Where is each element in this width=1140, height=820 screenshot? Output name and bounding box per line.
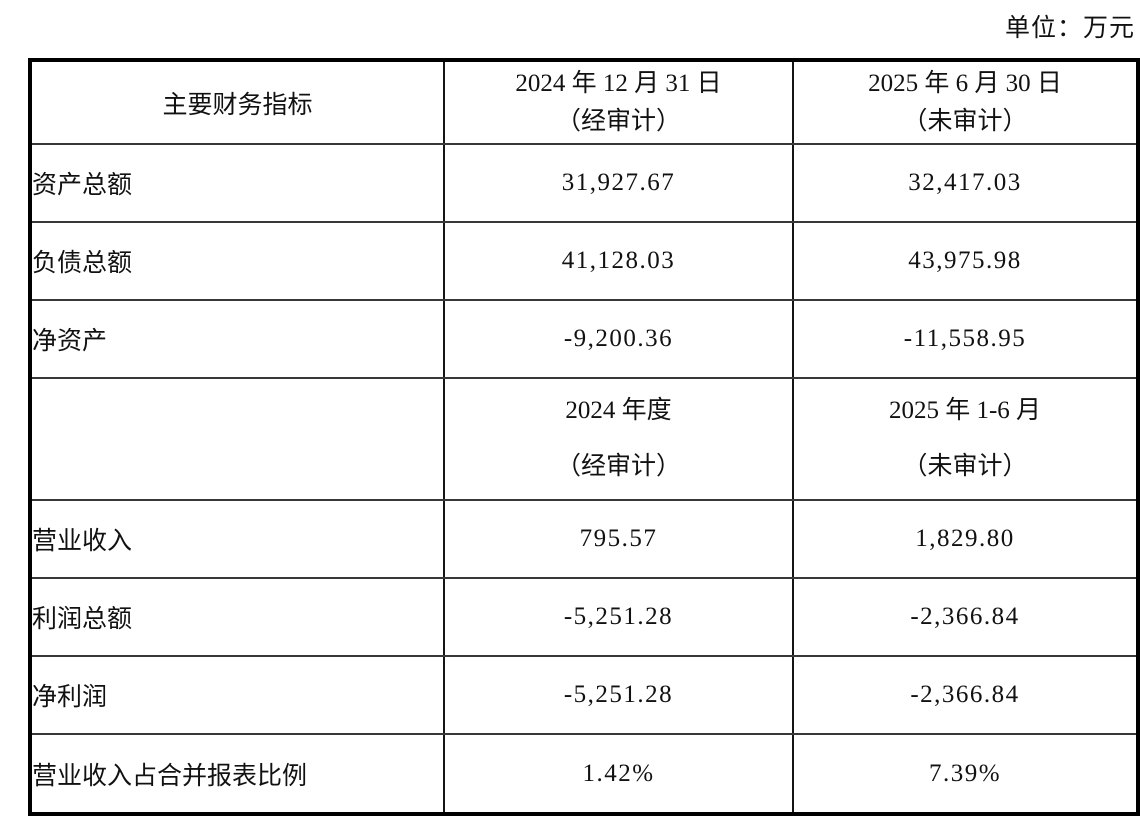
- cell-2025: 7.39%: [792, 733, 1139, 815]
- mid-header-col-2024: 2024 年度 （经审计）: [443, 377, 794, 501]
- mid-header-col-2025: 2025 年 1-6 月 （未审计）: [792, 377, 1139, 501]
- row-label: 净利润: [29, 655, 445, 735]
- mid-header-2025-period: 2025 年 1-6 月: [888, 397, 1042, 424]
- table-row-total-assets: 资产总额 31,927.67 32,417.03: [29, 143, 1139, 223]
- table-row-total-liabilities: 负债总额 41,128.03 43,975.98: [29, 221, 1139, 301]
- cell-2025: -2,366.84: [792, 655, 1139, 735]
- cell-2025: 1,829.80: [792, 499, 1139, 579]
- header-col-2024-date: 2024 年 12 月 31 日: [515, 69, 722, 97]
- cell-2024: 795.57: [443, 499, 794, 579]
- cell-2025: 43,975.98: [792, 221, 1139, 301]
- table-header-row: 主要财务指标 2024 年 12 月 31 日 （经审计） 2025 年 6 月…: [29, 59, 1139, 145]
- row-label: 净资产: [29, 299, 445, 379]
- header-col-2025-audit: （未审计）: [902, 107, 1028, 135]
- financial-indicators-table: 主要财务指标 2024 年 12 月 31 日 （经审计） 2025 年 6 月…: [28, 58, 1140, 816]
- cell-2024: -5,251.28: [443, 577, 794, 657]
- header-col-2025-date: 2025 年 6 月 30 日: [868, 69, 1062, 97]
- table-row-total-profit: 利润总额 -5,251.28 -2,366.84: [29, 577, 1139, 657]
- table-row-net-assets: 净资产 -9,200.36 -11,558.95: [29, 299, 1139, 379]
- cell-2025: 32,417.03: [792, 143, 1139, 223]
- header-col-2024-audit: （经审计）: [555, 107, 681, 135]
- cell-2025: -2,366.84: [792, 577, 1139, 657]
- cell-2025: -11,558.95: [792, 299, 1139, 379]
- mid-header-2024-audit: （经审计）: [555, 453, 681, 480]
- table-row-net-profit: 净利润 -5,251.28 -2,366.84: [29, 655, 1139, 735]
- table-mid-header-row: 2024 年度 （经审计） 2025 年 1-6 月 （未审计）: [29, 377, 1139, 501]
- cell-2024: 41,128.03: [443, 221, 794, 301]
- row-label: 营业收入: [29, 499, 445, 579]
- header-col-2024: 2024 年 12 月 31 日 （经审计）: [443, 59, 794, 145]
- row-label: 营业收入占合并报表比例: [29, 733, 445, 815]
- row-label: 资产总额: [29, 143, 445, 223]
- cell-2024: -5,251.28: [443, 655, 794, 735]
- table-row-operating-revenue: 营业收入 795.57 1,829.80: [29, 499, 1139, 579]
- header-col-2025: 2025 年 6 月 30 日 （未审计）: [792, 59, 1139, 145]
- mid-header-empty-cell: [29, 377, 445, 501]
- cell-2024: 31,927.67: [443, 143, 794, 223]
- row-label: 利润总额: [29, 577, 445, 657]
- mid-header-2025-audit: （未审计）: [902, 453, 1028, 480]
- cell-2024: 1.42%: [443, 733, 794, 815]
- unit-label: 单位：万元: [1004, 15, 1135, 42]
- table-row-revenue-ratio: 营业收入占合并报表比例 1.42% 7.39%: [29, 733, 1139, 815]
- mid-header-2024-period: 2024 年度: [565, 397, 672, 424]
- header-indicator: 主要财务指标: [29, 59, 445, 145]
- row-label: 负债总额: [29, 221, 445, 301]
- cell-2024: -9,200.36: [443, 299, 794, 379]
